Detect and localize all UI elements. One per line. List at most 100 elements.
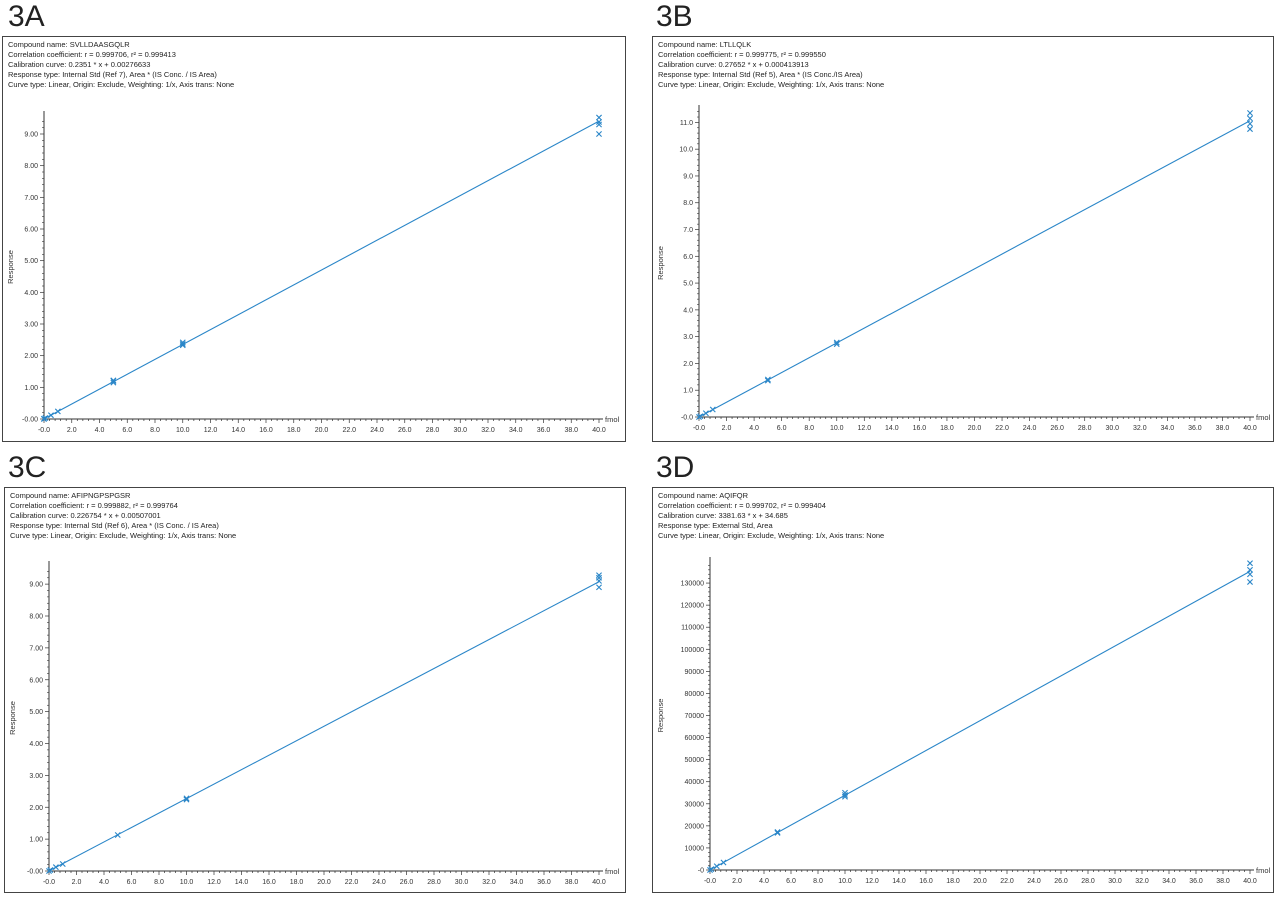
x-tick-label: 8.0 (804, 425, 814, 432)
x-tick-label: 12.0 (865, 878, 879, 885)
data-point-stroke (709, 406, 716, 413)
x-tick-label: 12.0 (857, 425, 871, 432)
x-tick-label: 14.0 (231, 427, 245, 434)
curve-type: Curve type: Linear, Origin: Exclude, Wei… (8, 80, 235, 89)
data-point (110, 377, 117, 384)
data-point-stroke (1247, 578, 1253, 585)
x-tick-label: 38.0 (1216, 425, 1230, 432)
x-tick-label: 34.0 (1162, 878, 1176, 885)
y-tick-label: -0.0 (681, 415, 693, 422)
calibration-panel-3c: Compound name: AFIPNGPSPGSR Correlation … (4, 487, 626, 893)
x-tick-label: 20.0 (968, 425, 982, 432)
x-tick-label: 26.0 (400, 879, 414, 886)
x-tick-label: 34.0 (510, 879, 524, 886)
y-tick-label: 7.00 (24, 195, 38, 202)
calibration-chart-3a: -0.0 2.0 4.0 6.0 8.0 10.0 12.0 14.0 16.0 18.0 20.0… (6, 111, 620, 434)
data-point-stroke (1247, 560, 1253, 567)
data-point-stroke (702, 410, 709, 417)
data-point-stroke (1247, 571, 1253, 578)
data-point-stroke (842, 789, 848, 796)
data-point-stroke (833, 341, 840, 348)
data-point-stroke (708, 866, 715, 873)
data-point-stroke (179, 340, 186, 347)
y-tick-label: 7.0 (683, 227, 693, 234)
data-point (183, 795, 190, 802)
x-tick-label: 22.0 (342, 427, 356, 434)
x-tick-label: 38.0 (564, 427, 578, 434)
x-tick-label: 24.0 (370, 427, 384, 434)
y-tick-label: 9.00 (29, 582, 43, 589)
y-tick-label: 9.0 (683, 173, 693, 180)
compound-name: Compound name: LTLLQLK (658, 40, 752, 49)
y-tick-label: 8.0 (683, 200, 693, 207)
data-point (1247, 126, 1253, 133)
x-tick-label: 6.0 (127, 879, 137, 886)
x-tick-label: 22.0 (1000, 878, 1014, 885)
data-point (713, 863, 720, 870)
data-point (596, 131, 602, 137)
x-tick-label: 28.0 (1081, 878, 1095, 885)
x-tick-label: 16.0 (919, 878, 933, 885)
data-point (1247, 120, 1253, 127)
y-tick-label: 5.0 (683, 281, 693, 288)
x-tick-label: 40.0 (1243, 425, 1257, 432)
data-point (42, 415, 49, 422)
data-point (596, 121, 602, 128)
data-point (842, 789, 848, 796)
calibration-fit-line (709, 570, 1251, 871)
data-point-stroke (833, 339, 840, 346)
x-tick-label: 26.0 (1050, 425, 1064, 432)
data-point (774, 829, 781, 836)
x-tick-label: 12.0 (204, 427, 218, 434)
data-point (596, 572, 602, 579)
x-tick-label: 10.0 (176, 427, 190, 434)
x-tick-label: 36.0 (1189, 878, 1203, 885)
data-point (52, 864, 59, 871)
x-tick-label: 6.0 (786, 878, 796, 885)
calibration-fit-line (698, 120, 1251, 418)
y-tick-label: 60000 (685, 735, 705, 742)
response-type: Response type: Internal Std (Ref 5), Are… (658, 70, 863, 79)
data-point-stroke (59, 860, 66, 867)
correlation-coefficient: Correlation coefficient: r = 0.999706, r… (8, 50, 176, 59)
data-point (764, 376, 771, 383)
y-tick-label: 3.00 (24, 322, 38, 329)
panel-info: Compound name: AQIFQR Correlation coeffi… (658, 491, 884, 541)
x-tick-label: 22.0 (345, 879, 359, 886)
x-axis-title: fmol (605, 415, 620, 424)
data-point-stroke (596, 572, 602, 579)
data-point-stroke (596, 131, 602, 137)
data-point-stroke (1247, 120, 1253, 127)
x-tick-label: 18.0 (946, 878, 960, 885)
data-point (110, 379, 117, 386)
curve-type: Curve type: Linear, Origin: Exclude, Wei… (658, 531, 885, 540)
x-tick-label: 12.0 (207, 879, 221, 886)
y-tick-label: 8.00 (29, 614, 43, 621)
data-point-stroke (764, 377, 771, 384)
x-tick-label: 2.0 (72, 879, 82, 886)
x-tick-label: 24.0 (372, 879, 386, 886)
y-tick-label: 10000 (685, 845, 705, 852)
calibration-panel-3d: Compound name: AQIFQR Correlation coeffi… (652, 487, 1274, 893)
x-axis-title: fmol (1256, 866, 1271, 875)
data-point (596, 584, 602, 591)
data-point (774, 829, 781, 836)
x-tick-label: 32.0 (1133, 425, 1147, 432)
response-type: Response type: External Std, Area (658, 521, 773, 530)
data-point-stroke (697, 413, 704, 420)
x-tick-label: 22.0 (995, 425, 1009, 432)
data-point (596, 114, 602, 121)
calibration-chart-3c: -0.0 2.0 4.0 6.0 8.0 10.0 12.0 14.0 16.0 18.0 20.0… (8, 561, 620, 886)
y-tick-label: 50000 (685, 757, 705, 764)
y-tick-label: 110000 (681, 625, 704, 632)
y-tick-label: 130000 (681, 581, 704, 588)
x-tick-label: 36.0 (537, 879, 551, 886)
y-tick-label: 2.00 (24, 353, 38, 360)
y-tick-label: -0.00 (22, 417, 38, 424)
curve-type: Curve type: Linear, Origin: Exclude, Wei… (10, 531, 237, 540)
x-tick-label: 10.0 (180, 879, 194, 886)
y-tick-label: -0 (698, 868, 704, 875)
x-tick-label: 30.0 (1105, 425, 1119, 432)
data-point-stroke (1247, 566, 1253, 573)
x-tick-label: 18.0 (290, 879, 304, 886)
